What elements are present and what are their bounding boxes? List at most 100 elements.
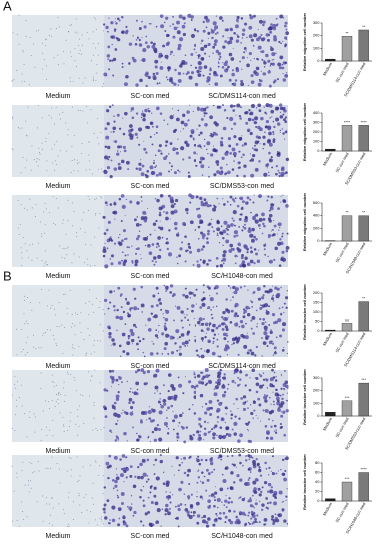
cell (67, 525, 69, 527)
cell (189, 220, 194, 225)
cell (226, 200, 229, 203)
cell (239, 383, 241, 386)
cell (259, 500, 261, 502)
cell (262, 20, 266, 24)
cell (134, 297, 137, 300)
cell (279, 111, 282, 113)
cell (285, 495, 288, 498)
cell (224, 521, 227, 524)
cell (188, 291, 192, 295)
cell (285, 204, 289, 208)
cell (258, 19, 263, 24)
cell (279, 115, 284, 119)
cell (258, 217, 263, 222)
cell (284, 370, 286, 372)
cell (200, 347, 203, 350)
cell (95, 212, 97, 214)
cell (126, 380, 129, 383)
cell (278, 66, 282, 70)
cell (263, 248, 266, 251)
cell (123, 82, 128, 87)
cell (279, 334, 283, 338)
cell (122, 350, 126, 353)
cell (45, 78, 47, 80)
cell (44, 232, 46, 234)
cell (261, 50, 265, 54)
cell (198, 462, 202, 466)
cell (58, 503, 60, 505)
cell (275, 472, 278, 475)
cell (129, 200, 133, 204)
cell (163, 211, 165, 213)
cell (53, 123, 55, 125)
bar (358, 472, 369, 502)
cell (122, 310, 126, 314)
cell (206, 237, 209, 240)
cell (184, 294, 189, 299)
cell (140, 159, 142, 161)
cell (252, 44, 255, 47)
cell (204, 350, 206, 352)
cell (280, 196, 282, 198)
cell (261, 486, 264, 489)
y-tick-label: 100 (313, 309, 320, 314)
cell (113, 202, 117, 206)
cell (268, 288, 273, 293)
cell (250, 74, 254, 78)
cell (188, 245, 191, 249)
cell (85, 169, 87, 171)
cell (216, 105, 221, 109)
cell (201, 377, 205, 381)
cell (160, 525, 162, 527)
cell (209, 67, 212, 70)
cell (172, 293, 176, 297)
cell (159, 403, 162, 406)
cell (78, 77, 80, 79)
bar (341, 481, 353, 502)
cell (88, 395, 90, 397)
cell (264, 461, 267, 465)
cell (98, 307, 100, 309)
cell (255, 213, 259, 217)
cell (180, 146, 185, 151)
cell (209, 204, 212, 207)
cell (280, 375, 283, 377)
cell (78, 52, 80, 54)
cell (152, 222, 157, 226)
significance: ** (362, 24, 366, 29)
cell (170, 404, 174, 408)
cell (173, 202, 176, 205)
cell (117, 523, 121, 527)
cell (108, 105, 112, 108)
cell (159, 14, 164, 18)
cell (159, 297, 161, 300)
cell (243, 142, 247, 146)
cell (282, 199, 286, 203)
cell (132, 323, 136, 327)
cell (257, 28, 259, 30)
cell (68, 425, 70, 427)
cell (95, 18, 97, 20)
cell (27, 336, 29, 338)
cell (265, 103, 270, 108)
cell (224, 499, 228, 503)
cell (193, 48, 196, 51)
cell (130, 331, 135, 337)
cell (141, 57, 146, 62)
cell (264, 131, 266, 133)
cell (119, 234, 121, 236)
cell (196, 354, 199, 357)
cell (151, 45, 156, 49)
cell (167, 252, 173, 257)
cell (139, 28, 141, 30)
cell (203, 420, 207, 423)
cell (233, 510, 236, 513)
cell (228, 234, 230, 236)
cell (265, 378, 269, 382)
cell (149, 440, 152, 443)
cell (279, 131, 281, 133)
cell (142, 351, 144, 354)
cell (237, 21, 239, 23)
cell (238, 150, 241, 153)
cell (247, 289, 249, 291)
